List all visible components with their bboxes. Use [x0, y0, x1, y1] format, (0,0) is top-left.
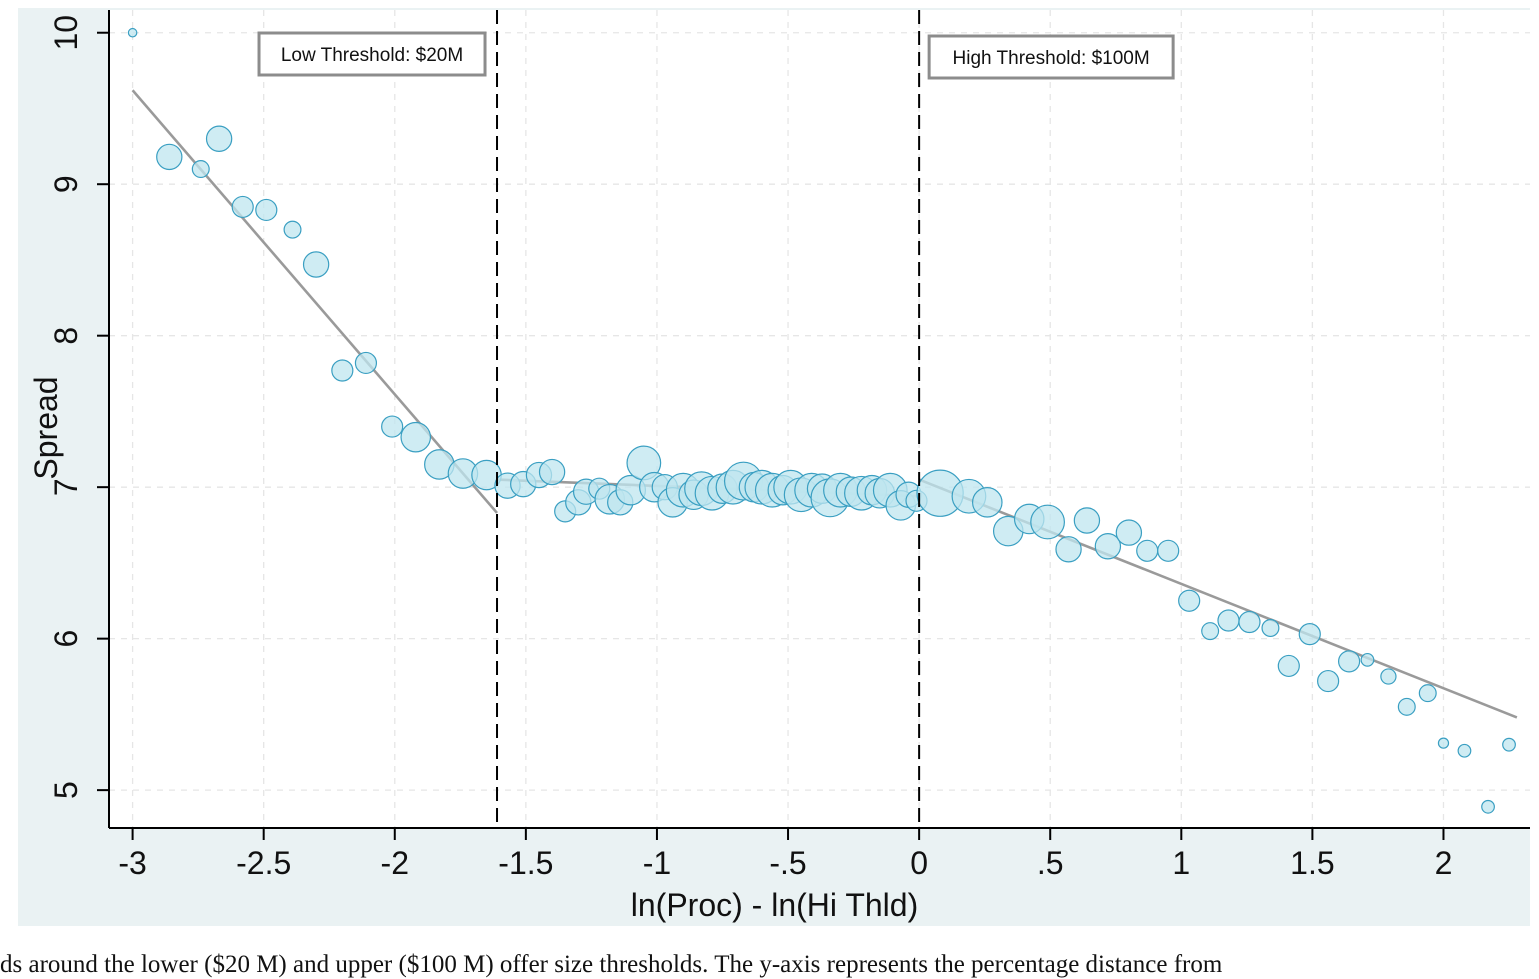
data-point — [1502, 737, 1516, 752]
data-point — [1481, 799, 1495, 814]
data-point — [1437, 737, 1450, 749]
threshold-label-box — [257, 31, 487, 77]
data-point — [156, 143, 183, 171]
y-tick-label: 10 — [48, 15, 84, 51]
data-point — [283, 220, 302, 239]
data-point — [1217, 609, 1240, 632]
figure-panel: Low Threshold: $20M High Threshold: $100M… — [18, 8, 1530, 926]
y-axis-title: Spread — [28, 376, 64, 479]
data-point — [1380, 668, 1397, 685]
x-tick-label: -.5 — [769, 845, 806, 881]
data-point — [255, 198, 278, 222]
data-point — [127, 27, 138, 38]
data-points — [127, 27, 1516, 814]
data-point — [381, 415, 404, 438]
threshold-label-box — [927, 34, 1175, 80]
data-point — [971, 487, 1003, 518]
plot-area — [109, 10, 1530, 828]
data-point — [1397, 697, 1416, 716]
data-point — [1360, 652, 1375, 667]
data-point — [1261, 619, 1280, 638]
data-point — [1136, 539, 1159, 562]
data-point — [1298, 623, 1321, 646]
data-point — [191, 160, 210, 179]
data-point — [1157, 539, 1180, 562]
x-tick-label: .5 — [1037, 845, 1064, 881]
y-tick-label: 8 — [48, 327, 84, 345]
axes: -3 -2.5 -2 -1.5 -1 -.5 0 .5 1 1.5 2 5 6 7 8 9 10 — [48, 10, 1530, 881]
figure-caption: ds around the lower ($20 M) and upper ($… — [0, 951, 1223, 978]
x-tick-label: 1 — [1172, 845, 1190, 881]
data-point — [205, 125, 233, 152]
x-axis-title: ln(Proc) - ln(Hi Thld) — [631, 887, 918, 923]
data-point — [538, 458, 566, 486]
data-point — [1337, 650, 1361, 673]
data-point — [354, 351, 378, 375]
data-point — [1238, 610, 1261, 634]
x-tick-label: 0 — [910, 845, 928, 881]
data-point — [1115, 519, 1143, 546]
x-tick-label: -1.5 — [498, 845, 553, 881]
scatter-chart: Low Threshold: $20M High Threshold: $100M… — [28, 10, 1530, 923]
data-point — [1073, 507, 1101, 534]
y-tick-label: 6 — [48, 630, 84, 648]
data-point — [1317, 669, 1340, 693]
y-tick-label: 9 — [48, 175, 84, 193]
data-point — [1457, 743, 1472, 758]
x-tick-label: 1.5 — [1290, 845, 1334, 881]
data-point — [1030, 504, 1065, 540]
data-point — [1277, 654, 1300, 678]
data-point — [1201, 622, 1220, 641]
x-tick-label: -2 — [381, 845, 409, 881]
threshold-label: High Threshold: $100M — [953, 48, 1150, 69]
fit-line — [131, 89, 499, 514]
data-point — [231, 195, 254, 219]
x-tick-label: 2 — [1435, 845, 1453, 881]
y-tick-label: 5 — [48, 781, 84, 799]
x-tick-label: -1 — [643, 845, 671, 881]
x-tick-label: -3 — [118, 845, 146, 881]
threshold-lines: Low Threshold: $20M High Threshold: $100M — [257, 10, 1175, 828]
data-point — [1055, 536, 1082, 563]
y-tick-label: 7 — [48, 478, 84, 496]
threshold-label: Low Threshold: $20M — [281, 45, 463, 66]
data-point — [1418, 684, 1437, 703]
data-point — [1094, 533, 1122, 560]
data-point — [331, 359, 354, 382]
data-point — [400, 421, 432, 453]
data-point — [1178, 589, 1201, 612]
x-tick-label: -2.5 — [236, 845, 291, 881]
data-point — [302, 251, 330, 278]
